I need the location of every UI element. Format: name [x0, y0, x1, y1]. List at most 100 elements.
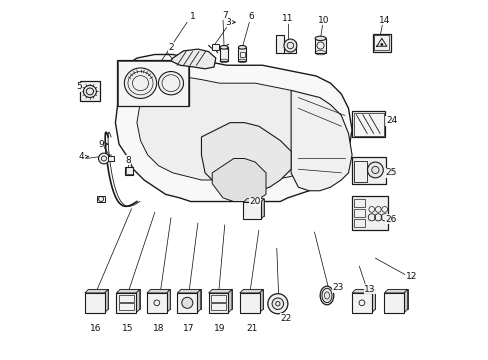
Bar: [239, 52, 244, 57]
Text: 15: 15: [122, 324, 133, 333]
Text: 1: 1: [189, 12, 195, 21]
Text: 21: 21: [245, 324, 257, 333]
Text: 19: 19: [213, 324, 224, 333]
Bar: [107, 156, 114, 161]
Text: 23: 23: [331, 283, 343, 292]
Polygon shape: [228, 289, 231, 313]
Bar: [239, 293, 259, 313]
Bar: [384, 293, 403, 313]
Polygon shape: [243, 289, 263, 309]
Bar: [85, 293, 104, 313]
Polygon shape: [104, 289, 108, 313]
Polygon shape: [88, 289, 108, 309]
Polygon shape: [197, 289, 201, 313]
Ellipse shape: [238, 45, 246, 49]
Polygon shape: [355, 289, 375, 309]
Text: 24: 24: [385, 116, 396, 125]
Circle shape: [271, 298, 283, 310]
Polygon shape: [147, 289, 170, 293]
Text: 16: 16: [90, 324, 101, 333]
Bar: [119, 295, 134, 302]
Polygon shape: [212, 158, 265, 202]
Text: 8: 8: [125, 156, 131, 165]
Polygon shape: [137, 76, 330, 180]
Bar: [208, 293, 228, 313]
Bar: [80, 81, 100, 101]
Text: 9: 9: [98, 140, 104, 149]
Text: 17: 17: [183, 324, 194, 333]
Bar: [353, 161, 366, 182]
Bar: [147, 293, 166, 313]
Ellipse shape: [158, 72, 183, 95]
Text: 11: 11: [281, 14, 293, 23]
Polygon shape: [150, 289, 170, 309]
Bar: [351, 111, 384, 137]
Polygon shape: [201, 123, 290, 194]
Polygon shape: [403, 289, 407, 313]
Polygon shape: [181, 289, 201, 309]
Text: 18: 18: [152, 324, 164, 333]
Bar: [126, 167, 132, 174]
Ellipse shape: [320, 286, 333, 305]
Bar: [276, 42, 295, 53]
Circle shape: [99, 153, 109, 164]
Bar: [353, 113, 383, 135]
Polygon shape: [384, 289, 407, 293]
Circle shape: [182, 297, 192, 309]
Circle shape: [267, 294, 287, 314]
Text: 13: 13: [364, 285, 375, 294]
Polygon shape: [387, 289, 407, 309]
Bar: [353, 210, 364, 217]
Bar: [373, 35, 388, 50]
Ellipse shape: [314, 36, 325, 41]
Text: 6: 6: [248, 12, 254, 21]
Text: 10: 10: [317, 16, 328, 25]
Polygon shape: [136, 289, 140, 313]
Ellipse shape: [83, 85, 96, 98]
Bar: [351, 293, 371, 313]
Bar: [211, 44, 219, 50]
Polygon shape: [120, 289, 140, 309]
Ellipse shape: [220, 45, 227, 49]
Polygon shape: [177, 289, 201, 293]
Polygon shape: [243, 199, 264, 202]
Bar: [220, 47, 227, 61]
Text: 7: 7: [222, 10, 227, 19]
Polygon shape: [208, 289, 231, 293]
Bar: [125, 167, 133, 175]
Bar: [119, 303, 134, 310]
Polygon shape: [171, 49, 215, 69]
Bar: [210, 295, 226, 302]
Bar: [276, 35, 284, 53]
Bar: [353, 199, 364, 207]
Bar: [238, 47, 246, 61]
Polygon shape: [239, 289, 263, 293]
Polygon shape: [115, 54, 351, 202]
Bar: [117, 60, 188, 107]
Bar: [118, 60, 187, 106]
Bar: [372, 34, 390, 51]
Text: 12: 12: [405, 272, 416, 281]
Bar: [351, 196, 387, 230]
Text: 14: 14: [378, 16, 389, 25]
Polygon shape: [116, 289, 140, 293]
Bar: [351, 157, 386, 184]
Polygon shape: [166, 289, 170, 313]
Text: 20: 20: [249, 197, 261, 206]
Bar: [243, 202, 260, 220]
Polygon shape: [212, 289, 231, 309]
Circle shape: [380, 43, 382, 45]
Polygon shape: [246, 199, 264, 216]
Polygon shape: [371, 289, 375, 313]
Text: 3: 3: [225, 18, 231, 27]
Polygon shape: [85, 289, 108, 293]
Text: 25: 25: [385, 168, 396, 177]
Polygon shape: [290, 90, 351, 191]
Bar: [177, 293, 197, 313]
Ellipse shape: [124, 68, 156, 98]
Text: 2: 2: [168, 43, 173, 52]
Bar: [353, 220, 364, 227]
Circle shape: [367, 162, 383, 178]
Text: 5: 5: [76, 82, 81, 91]
Text: 26: 26: [385, 215, 396, 224]
